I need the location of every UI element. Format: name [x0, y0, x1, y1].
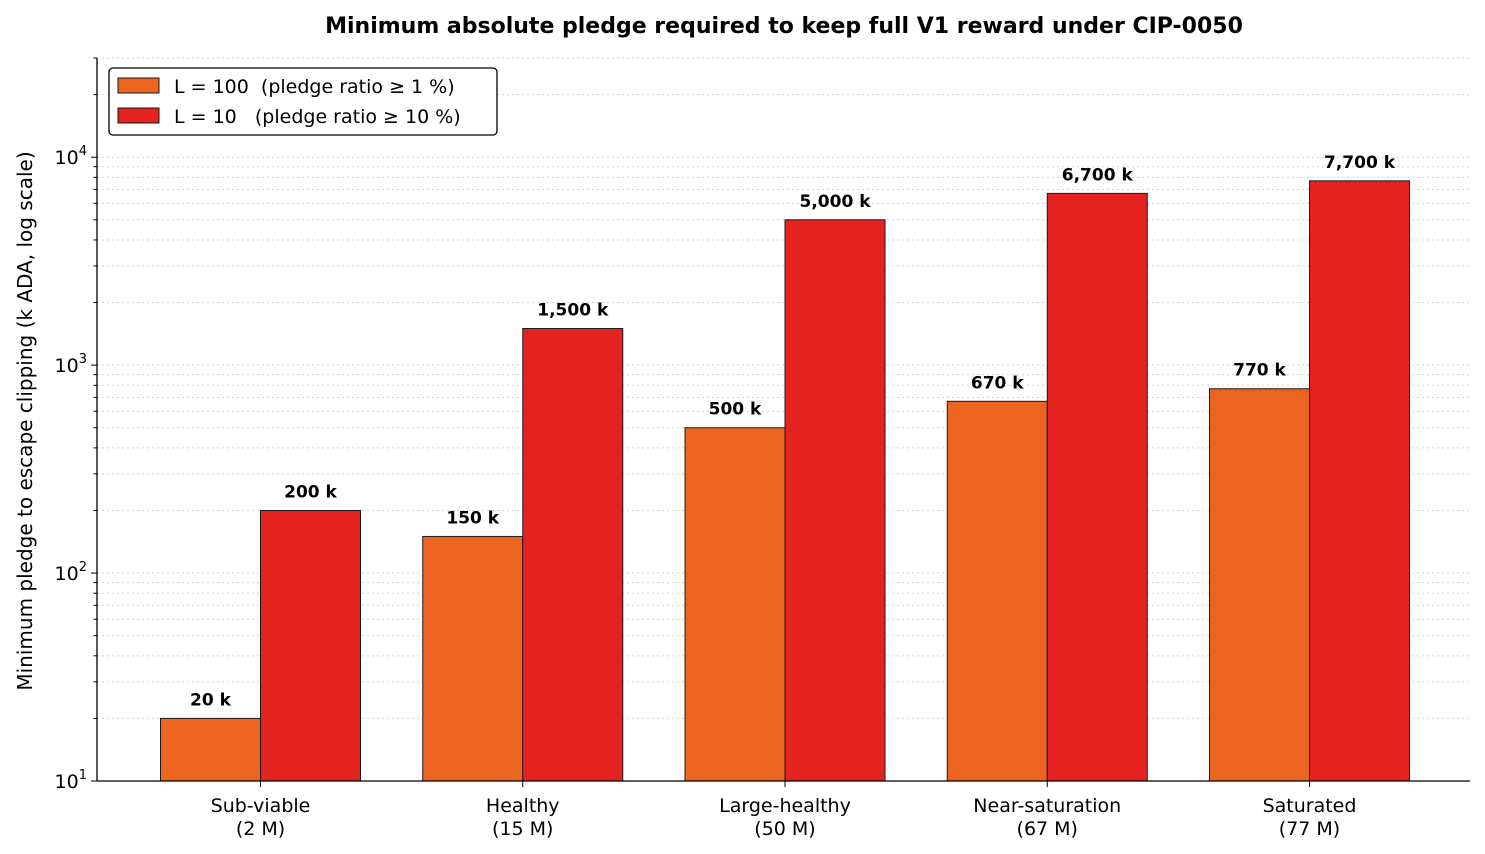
bar [1046, 192, 1148, 782]
data-label: 1,500 k [537, 301, 609, 321]
bar [684, 427, 786, 782]
bars [160, 180, 1410, 782]
bar [160, 717, 261, 782]
data-label: 7,700 k [1324, 153, 1396, 173]
x-tick-label: Sub-viable (2 M) [211, 795, 311, 840]
x-ticks: Sub-viable (2 M) Healthy (15 M) Large-health… [211, 781, 1357, 840]
bar [784, 219, 886, 782]
legend: L = 100 (pledge ratio ≥ 1 %) L = 10 (pled… [108, 67, 498, 136]
data-label: 20 k [190, 690, 232, 710]
bar [946, 400, 1048, 782]
y-tick-label: 102 [55, 560, 87, 585]
chart-title: Minimum absolute pledge required to keep… [325, 14, 1243, 39]
y-ticks: 101 102 103 104 [55, 57, 97, 793]
data-labels: 20 k 150 k 500 k 670 k 770 k 200 k 1,500 k 5,00… [190, 153, 1396, 711]
x-tick-label: Near-saturation (67 M) [973, 795, 1121, 840]
legend-swatch [117, 77, 160, 94]
bar [1309, 180, 1410, 782]
data-label: 200 k [284, 482, 337, 502]
data-label: 6,700 k [1062, 165, 1134, 185]
legend-entry: L = 10 (pledge ratio ≥ 10 %) [174, 106, 461, 128]
y-tick-label: 101 [55, 768, 87, 793]
data-label: 150 k [446, 508, 499, 528]
y-tick-label: 103 [55, 352, 87, 377]
bar [422, 535, 524, 782]
legend-swatch [117, 107, 160, 124]
x-tick-label: Large-healthy (50 M) [719, 795, 851, 840]
bar [260, 509, 361, 782]
x-tick-label: Saturated (77 M) [1263, 795, 1357, 840]
legend-box [108, 67, 498, 136]
y-tick-label: 104 [55, 144, 87, 169]
y-axis-label: Minimum pledge to escape clipping (k ADA… [13, 151, 37, 690]
data-label: 500 k [709, 400, 762, 420]
bar [1209, 388, 1310, 782]
legend-entry: L = 100 (pledge ratio ≥ 1 %) [174, 76, 455, 98]
data-label: 670 k [971, 373, 1024, 393]
x-tick-label: Healthy (15 M) [486, 795, 560, 840]
data-label: 5,000 k [800, 192, 872, 212]
data-label: 770 k [1233, 361, 1286, 381]
bar [522, 328, 624, 782]
axes [96, 58, 1470, 782]
